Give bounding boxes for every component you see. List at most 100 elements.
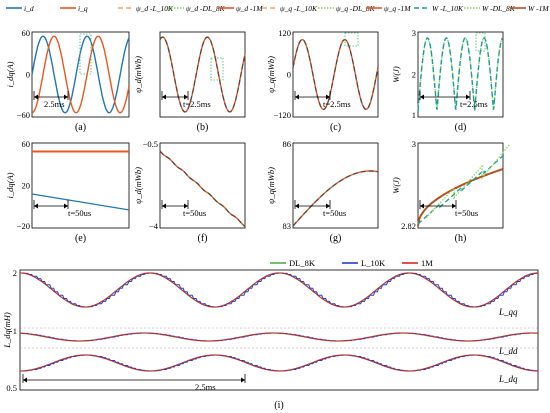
arrow-head — [466, 94, 470, 100]
tick-label: 86 — [283, 139, 292, 149]
tick-label: 1 — [13, 326, 17, 336]
series-line-l10k — [159, 36, 246, 113]
tick-label: −4 — [149, 221, 159, 231]
tick-label: 60 — [22, 139, 31, 149]
legend-item: ψ_q -L_10K — [262, 4, 318, 13]
axis-frame — [159, 142, 246, 229]
tick-label: 2.82 — [401, 221, 416, 231]
legend-item: L_10K — [342, 258, 386, 268]
annotation: t=50us — [455, 208, 478, 218]
legend-label: ψ_d -1M — [236, 4, 263, 13]
series-line-l10k — [417, 152, 507, 225]
annotation: t=50us — [183, 208, 206, 218]
arrow-head — [295, 94, 299, 100]
arrow-head — [184, 203, 188, 209]
arrow-head — [326, 203, 330, 209]
legend-label: W -1M — [528, 4, 549, 13]
axis-label: W(J) — [391, 66, 401, 83]
axis-label: ψ_q(mWb) — [266, 167, 276, 204]
legend-item: i_d — [6, 4, 34, 13]
series-line-l10k — [292, 170, 379, 227]
arrow-head — [34, 94, 38, 100]
zoom-box — [344, 32, 359, 47]
series-line-l10k — [417, 37, 504, 112]
series-line-l10k — [292, 39, 379, 110]
legend-item: ψ_d -1M — [218, 4, 263, 13]
series-label: L_qq — [498, 307, 518, 317]
axis-label: i_dq(A) — [5, 61, 15, 87]
panel-c: 120 0 −120 ψ_q(mWb) (c) t=2.5ms — [266, 28, 379, 133]
series-line-1m-ldd — [19, 332, 539, 342]
panel-label: (i) — [274, 400, 283, 411]
annotation: t=2.5ms — [460, 99, 488, 109]
arrow-head — [23, 377, 27, 383]
tick-label: 60 — [22, 28, 31, 38]
legend-label: L_10K — [361, 258, 386, 268]
legend-item: W -DL_8K — [464, 4, 516, 13]
arrow-head — [64, 203, 68, 209]
axis-frame — [19, 269, 539, 391]
axis-frame — [31, 142, 130, 229]
panels: 600−60i_dq(A)(a)2.5msψ_d(mWb)(b)t=2.5ms1… — [2, 28, 539, 411]
panel-label: (h) — [455, 233, 467, 244]
series-line-dl8k-lqq — [20, 272, 538, 308]
legend-item: ψ_q -1M — [366, 4, 411, 13]
axis-label: ψ_q(mWb) — [266, 56, 276, 93]
tick-label: −0.5 — [143, 139, 158, 149]
series-line-dl8k-ldq — [20, 354, 538, 372]
axis-frame — [292, 31, 379, 118]
arrow-head — [184, 94, 188, 100]
tick-label: 0.5 — [6, 383, 17, 393]
legend-label: ψ_q -L_10K — [280, 4, 318, 13]
arrow-head — [64, 94, 68, 100]
panel-label: (e) — [75, 233, 86, 244]
arrow-head — [420, 203, 424, 209]
panel-a: 60 0 −60 i_dq(A) (a) 2.5ms — [5, 28, 130, 133]
panel-label: (d) — [455, 122, 467, 133]
panel-i: 2 1 0.5 L_dq(mH) L_qq L_dd L_dq 2.5ms (i) — [2, 268, 539, 411]
zoom-box — [475, 32, 486, 52]
legend-label: DL_8K — [289, 258, 316, 268]
legend-item: ψ_q -DL_8K — [318, 4, 376, 13]
tick-label: 2 — [13, 268, 17, 278]
series-line-l10k — [159, 150, 246, 227]
legend-label: W -L_10K — [432, 4, 464, 13]
legend-item: W -L_10K — [414, 4, 464, 13]
legend-label: W -DL_8K — [482, 4, 516, 13]
tick-label: 2 — [412, 70, 416, 80]
tick-label: 1 — [412, 110, 416, 120]
series-line-iq — [32, 35, 130, 114]
series-line-id — [31, 193, 130, 211]
arrow-head — [162, 94, 166, 100]
panel-label: (f) — [198, 233, 208, 244]
arrow-head — [420, 94, 424, 100]
legend-label: 1M — [421, 258, 433, 268]
legend-label: ψ_d -DL_8K — [186, 4, 226, 13]
series-line-1m-ldq — [20, 354, 538, 372]
axis-label: ψ_d(mWb) — [133, 56, 143, 93]
legend-item: ψ_d -L_10K — [118, 4, 174, 13]
panel-label: (b) — [197, 122, 209, 133]
arrow-head — [34, 203, 38, 209]
top-legend: i_d i_q ψ_d -L_10K ψ_d -DL_8K ψ_d -1M ψ_q -L_… — [6, 4, 549, 13]
zoom-box — [79, 33, 92, 75]
panel-label: (a) — [75, 122, 86, 133]
arrow-head — [241, 377, 245, 383]
legend-item: 1M — [402, 258, 433, 268]
tick-label: 3 — [412, 28, 416, 38]
annotation: t=50us — [323, 208, 346, 218]
legend-label: ψ_q -1M — [384, 4, 411, 13]
arrow-head — [295, 203, 299, 209]
legend-label: i_d — [24, 4, 34, 13]
axis-label: W(J) — [391, 177, 401, 194]
legend-label: ψ_q -DL_8K — [336, 4, 376, 13]
series-label: L_dq — [498, 374, 518, 384]
tick-label: 0 — [26, 70, 30, 80]
axis-frame — [417, 142, 504, 229]
panel-h: 3 2.82 W(J) (h) t=50us — [391, 139, 511, 244]
series-line-l10k-lqq — [20, 272, 539, 308]
tick-label: −20 — [17, 221, 30, 231]
series-line-dl8k — [425, 143, 511, 219]
series-line-l10k-ldq — [20, 354, 539, 372]
